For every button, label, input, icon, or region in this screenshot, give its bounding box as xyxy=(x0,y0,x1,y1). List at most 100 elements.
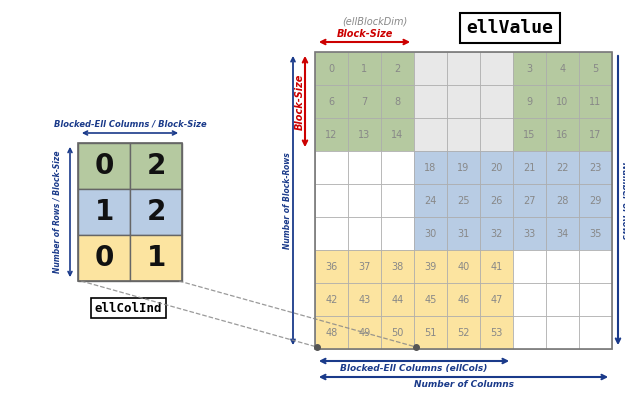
Text: 23: 23 xyxy=(589,163,602,173)
Text: 16: 16 xyxy=(556,129,569,139)
Bar xyxy=(414,85,447,118)
Text: 2: 2 xyxy=(394,63,401,73)
Bar xyxy=(315,118,348,151)
Bar xyxy=(315,184,348,217)
Bar xyxy=(546,85,579,118)
Bar xyxy=(480,250,513,283)
Bar xyxy=(414,250,447,283)
Text: 15: 15 xyxy=(523,129,536,139)
Text: 2: 2 xyxy=(146,198,166,226)
Text: Blocked-Ell Columns / Block-Size: Blocked-Ell Columns / Block-Size xyxy=(54,120,206,129)
Bar xyxy=(348,316,381,349)
Bar xyxy=(513,52,546,85)
Bar xyxy=(513,85,546,118)
Text: 9: 9 xyxy=(526,97,532,107)
Bar xyxy=(78,189,130,235)
Bar xyxy=(348,85,381,118)
Text: 17: 17 xyxy=(589,129,602,139)
Text: 26: 26 xyxy=(491,195,502,205)
Bar xyxy=(546,217,579,250)
Text: 35: 35 xyxy=(589,229,602,239)
Bar xyxy=(381,85,414,118)
Bar xyxy=(480,217,513,250)
Bar xyxy=(381,283,414,316)
Bar xyxy=(579,316,612,349)
Text: 27: 27 xyxy=(523,195,536,205)
Text: 34: 34 xyxy=(556,229,569,239)
Bar xyxy=(480,85,513,118)
Bar xyxy=(579,52,612,85)
Bar xyxy=(130,235,182,281)
Text: 0: 0 xyxy=(329,63,334,73)
Bar xyxy=(513,217,546,250)
Bar xyxy=(348,151,381,184)
Bar xyxy=(381,118,414,151)
Bar xyxy=(414,217,447,250)
Bar xyxy=(381,52,414,85)
Bar xyxy=(447,217,480,250)
Bar xyxy=(513,151,546,184)
Bar xyxy=(447,184,480,217)
Bar xyxy=(579,250,612,283)
Text: 14: 14 xyxy=(391,129,404,139)
Bar xyxy=(315,250,348,283)
Bar xyxy=(315,52,612,349)
Text: 1: 1 xyxy=(146,244,166,272)
Bar xyxy=(381,217,414,250)
Bar xyxy=(480,118,513,151)
Bar xyxy=(546,283,579,316)
Bar xyxy=(447,85,480,118)
Bar xyxy=(513,283,546,316)
Text: 11: 11 xyxy=(589,97,602,107)
Bar xyxy=(348,283,381,316)
Bar xyxy=(480,184,513,217)
Text: 2: 2 xyxy=(146,152,166,180)
Text: 43: 43 xyxy=(358,295,371,305)
Text: 50: 50 xyxy=(391,327,404,337)
Bar xyxy=(78,143,182,281)
Bar xyxy=(579,85,612,118)
Text: 5: 5 xyxy=(592,63,599,73)
Text: 25: 25 xyxy=(458,195,470,205)
Text: 53: 53 xyxy=(491,327,502,337)
Text: 48: 48 xyxy=(326,327,338,337)
Bar xyxy=(546,250,579,283)
Bar xyxy=(414,151,447,184)
Bar xyxy=(414,283,447,316)
Bar xyxy=(480,151,513,184)
Bar xyxy=(447,52,480,85)
Bar xyxy=(315,151,348,184)
Bar xyxy=(381,316,414,349)
Bar xyxy=(315,217,348,250)
Bar xyxy=(546,151,579,184)
Bar xyxy=(447,151,480,184)
Bar xyxy=(414,184,447,217)
Bar xyxy=(579,184,612,217)
Bar xyxy=(315,283,348,316)
Text: 37: 37 xyxy=(358,261,371,271)
Bar xyxy=(414,118,447,151)
Text: 28: 28 xyxy=(556,195,569,205)
Text: 39: 39 xyxy=(424,261,437,271)
Text: 46: 46 xyxy=(458,295,469,305)
Bar xyxy=(513,250,546,283)
Bar xyxy=(130,143,182,189)
Bar xyxy=(579,217,612,250)
Text: 29: 29 xyxy=(589,195,602,205)
Text: ellColInd: ellColInd xyxy=(94,302,162,315)
Text: 44: 44 xyxy=(391,295,404,305)
Text: 1: 1 xyxy=(361,63,368,73)
Text: 20: 20 xyxy=(491,163,502,173)
Text: (ellBlockDim): (ellBlockDim) xyxy=(342,17,408,27)
Text: 6: 6 xyxy=(329,97,334,107)
Bar xyxy=(78,143,130,189)
Bar xyxy=(513,316,546,349)
Bar xyxy=(546,316,579,349)
Text: 3: 3 xyxy=(526,63,532,73)
Bar xyxy=(480,316,513,349)
Bar xyxy=(546,118,579,151)
Text: 4: 4 xyxy=(559,63,566,73)
Bar xyxy=(480,283,513,316)
Bar xyxy=(447,118,480,151)
Bar xyxy=(447,283,480,316)
